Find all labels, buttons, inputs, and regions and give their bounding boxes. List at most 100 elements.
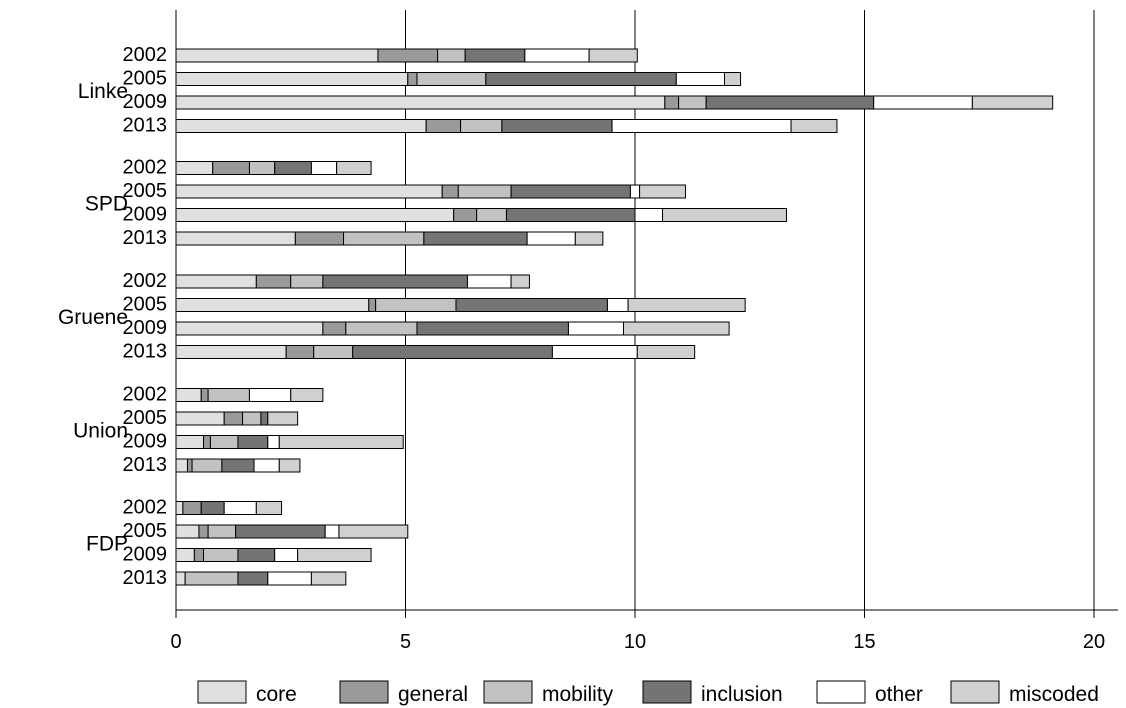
bar-segment-general [407, 72, 418, 86]
bar-segment-other [873, 95, 973, 110]
bar-segment-core [175, 208, 455, 222]
bar-segment-core [175, 231, 296, 246]
bar-segment-other [567, 321, 625, 336]
legend-swatch [483, 680, 533, 704]
legend-item-miscoded: miscoded [950, 680, 1099, 706]
year-label: 2013 [123, 227, 168, 249]
bar-segment-miscoded [278, 458, 301, 473]
bar-segment-miscoded [338, 524, 409, 539]
bar-segment-core [175, 184, 443, 199]
bar-segment-inclusion [455, 298, 608, 312]
bar-segment-mobility [209, 435, 239, 449]
legend: core general mobility inclusion other miscode… [197, 680, 1099, 706]
bar-segment-general [200, 388, 209, 402]
bar-segment-mobility [207, 524, 237, 539]
bar-segment-general [212, 161, 250, 175]
group-label: FDP [86, 532, 128, 555]
bar-segment-miscoded [971, 95, 1054, 110]
legend-item-core: core [197, 680, 297, 706]
bar-segment-mobility [678, 95, 707, 110]
bar-segment-other [223, 501, 257, 515]
bar-segment-inclusion [260, 411, 269, 426]
year-label: 2002 [123, 270, 168, 292]
group-label: Union [73, 419, 128, 442]
bar-segment-mobility [242, 411, 262, 426]
bar-segment-core [175, 435, 205, 449]
bar-segment-core [175, 548, 195, 562]
bar-segment-other [274, 548, 299, 562]
bar-segment-other [629, 184, 641, 199]
legend-swatch [816, 680, 866, 704]
x-tick-label: 15 [853, 631, 875, 653]
group-labels: Linke SPD Gruene Union FDP [58, 80, 128, 556]
bar-segment-inclusion [501, 119, 613, 133]
bar-segment-core [175, 298, 370, 312]
bar-segment-other [466, 274, 512, 289]
bar-segment-miscoded [290, 388, 324, 402]
bar-segment-miscoded [510, 274, 530, 289]
bar-segment-miscoded [278, 435, 404, 449]
bar-segment-general [193, 548, 205, 562]
legend-item-mobility: mobility [483, 680, 614, 706]
bar-segment-miscoded [297, 548, 372, 562]
year-label: 2005 [123, 68, 168, 90]
year-label: 2002 [123, 44, 168, 66]
bar-segment-other [634, 208, 664, 222]
bar-segment-mobility [476, 208, 507, 222]
bar-segment-miscoded [267, 411, 299, 426]
year-label: 2013 [123, 567, 168, 589]
bar-segment-core [175, 524, 200, 539]
bar-segment-miscoded [790, 119, 838, 133]
bar-segment-mobility [207, 388, 250, 402]
bar-segment-other [267, 571, 312, 586]
bar-segment-mobility [184, 571, 239, 586]
year-label: 2013 [123, 341, 168, 363]
bar-segment-miscoded [639, 184, 686, 199]
bar-segment-other [611, 119, 792, 133]
legend-item-inclusion: inclusion [642, 680, 783, 706]
year-label: 2002 [123, 497, 168, 519]
legend-swatch [197, 680, 247, 704]
year-label: 2013 [123, 115, 168, 137]
bar-segment-core [175, 501, 184, 515]
bar-segment-general [377, 48, 439, 63]
bar-segment-inclusion [221, 458, 255, 473]
bar-segment-mobility [313, 345, 354, 359]
bar-segment-inclusion [352, 345, 553, 359]
bar-segment-inclusion [200, 501, 225, 515]
year-label: 2009 [123, 91, 168, 113]
bar-segment-other [253, 458, 280, 473]
bar-segment-general [198, 524, 209, 539]
bar-segment-other [606, 298, 629, 312]
legend-label: mobility [542, 683, 614, 706]
bar-segment-inclusion [237, 571, 269, 586]
bar-segment-miscoded [627, 298, 746, 312]
bar-segment-miscoded [574, 231, 604, 246]
bars [175, 48, 1054, 586]
group-label: Linke [78, 80, 128, 103]
year-label: 2009 [123, 204, 168, 226]
year-label: 2013 [123, 454, 168, 476]
bar-segment-core [175, 411, 225, 426]
year-label: 2005 [123, 294, 168, 316]
bar-segment-mobility [290, 274, 324, 289]
bar-segment-core [175, 95, 666, 110]
bar-segment-other [324, 524, 340, 539]
bar-segment-miscoded [336, 161, 372, 175]
bar-segment-inclusion [237, 548, 276, 562]
bar-segment-general [285, 345, 315, 359]
bar-segment-inclusion [705, 95, 875, 110]
bar-segment-inclusion [464, 48, 526, 63]
year-labels: 2002200520092013200220052009201320022005… [123, 44, 168, 589]
bar-segment-other [267, 435, 280, 449]
bar-segment-inclusion [510, 184, 631, 199]
bar-segment-mobility [203, 548, 239, 562]
legend-label: general [398, 683, 468, 706]
legend-label: core [256, 683, 297, 706]
bar-segment-general [186, 458, 193, 473]
bar-segment-mobility [345, 321, 418, 336]
bar-segment-core [175, 72, 409, 86]
bar-segment-miscoded [588, 48, 638, 63]
bar-segment-general [368, 298, 377, 312]
